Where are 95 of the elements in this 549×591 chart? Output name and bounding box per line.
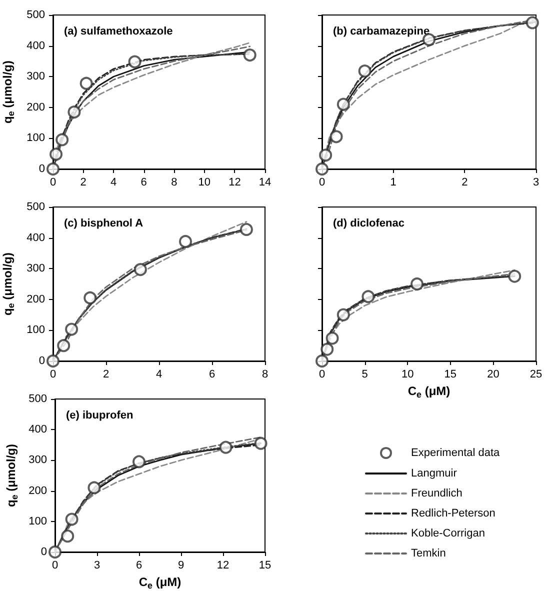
point bbox=[326, 332, 339, 345]
y-tick-label: 0 bbox=[40, 546, 47, 558]
point bbox=[84, 291, 97, 304]
point bbox=[61, 530, 74, 543]
y-tick-label: 100 bbox=[26, 324, 45, 336]
y-tick-label: 200 bbox=[28, 484, 47, 497]
x-tick-label: 6 bbox=[140, 176, 147, 188]
point bbox=[243, 48, 256, 62]
x-tick-label: 0 bbox=[50, 176, 56, 188]
point bbox=[88, 481, 101, 494]
y-tick-label: 200 bbox=[26, 101, 45, 114]
x-tick-label: 12 bbox=[228, 176, 241, 188]
point bbox=[48, 546, 62, 558]
x-tick-label: 0 bbox=[50, 368, 56, 380]
y-axis-title: qe (μmol/g) bbox=[4, 444, 20, 508]
y-tick-label: 500 bbox=[28, 393, 47, 405]
legend-label: Freundlich bbox=[411, 488, 462, 500]
point bbox=[65, 322, 78, 336]
x-tick-label: 20 bbox=[487, 368, 500, 380]
point bbox=[316, 354, 328, 368]
point bbox=[410, 278, 424, 290]
x-tick-label: 0 bbox=[52, 560, 58, 572]
y-tick-label: 400 bbox=[26, 232, 45, 244]
point bbox=[320, 342, 334, 356]
x-tick-label: 10 bbox=[198, 176, 211, 188]
y-axis-title: qe (μmol/g) bbox=[0, 60, 16, 124]
point bbox=[46, 162, 60, 176]
x-tick-label: 0 bbox=[318, 368, 326, 380]
point bbox=[330, 130, 343, 144]
point bbox=[526, 16, 539, 30]
x-tick-label: 2 bbox=[462, 176, 468, 188]
y-tick-label: 0 bbox=[38, 355, 45, 367]
point bbox=[336, 98, 350, 111]
x-tick-label: 0 bbox=[318, 176, 326, 188]
point bbox=[358, 64, 372, 78]
y-axis-title: qe (μmol/g) bbox=[0, 252, 16, 316]
x-tick-label: 4 bbox=[110, 176, 117, 188]
y-tick-label: 0 bbox=[38, 163, 45, 175]
point bbox=[65, 512, 78, 526]
x-tick-label: 6 bbox=[136, 560, 142, 572]
text: (a) sulfamethoxazole bbox=[64, 26, 173, 38]
x-tick-label: 1 bbox=[390, 176, 396, 188]
text: (c) bisphenol A bbox=[64, 218, 144, 230]
x-tick-label: 2 bbox=[80, 176, 86, 188]
point bbox=[46, 354, 60, 368]
point bbox=[254, 436, 268, 450]
point bbox=[362, 290, 375, 304]
x-tick-label: 2 bbox=[102, 368, 110, 380]
y-tick-label: 500 bbox=[26, 201, 45, 213]
x-tick-label: 6 bbox=[208, 368, 216, 380]
point bbox=[128, 55, 142, 68]
x-tick-label: 14 bbox=[258, 176, 272, 188]
y-tick-label: 300 bbox=[28, 454, 47, 466]
y-tick-label: 500 bbox=[26, 9, 45, 21]
y-tick-label: 300 bbox=[26, 70, 45, 83]
text: (e) ibuprofen bbox=[66, 410, 134, 422]
text: (d) diclofenac bbox=[333, 218, 405, 230]
point bbox=[240, 222, 253, 236]
point bbox=[219, 440, 232, 454]
legend-label: Langmuir bbox=[411, 468, 458, 480]
x-tick-label: 25 bbox=[530, 368, 542, 380]
point bbox=[50, 148, 63, 161]
x-tick-label: 15 bbox=[258, 560, 272, 572]
legend-label: Redlich-Peterson bbox=[411, 508, 496, 520]
text: (b) carbamazepine bbox=[333, 26, 430, 38]
y-tick-label: 100 bbox=[28, 515, 47, 528]
legend-label: Temkin bbox=[411, 548, 446, 560]
point bbox=[80, 76, 93, 90]
x-tick-label: 9 bbox=[178, 560, 184, 572]
x-tick-label: 4 bbox=[156, 368, 162, 380]
point bbox=[132, 455, 146, 468]
x-tick-label: 5 bbox=[362, 368, 368, 380]
x-tick-label: 8 bbox=[262, 368, 268, 380]
x-tick-label: 12 bbox=[216, 560, 230, 572]
point bbox=[57, 339, 70, 352]
legend-label: Koble-Corrigan bbox=[411, 528, 485, 540]
point bbox=[316, 162, 328, 176]
y-tick-label: 200 bbox=[26, 293, 45, 306]
y-tick-label: 400 bbox=[28, 424, 47, 436]
y-tick-label: 100 bbox=[26, 132, 45, 144]
legend-label: Experimental data bbox=[411, 447, 501, 459]
point bbox=[319, 148, 332, 162]
x-tick-label: 3 bbox=[532, 176, 540, 188]
point bbox=[508, 270, 522, 283]
y-tick-label: 300 bbox=[26, 262, 45, 275]
point bbox=[179, 235, 192, 248]
x-tick-label: 10 bbox=[401, 368, 414, 380]
point bbox=[68, 106, 81, 119]
x-tick-label: 3 bbox=[94, 560, 100, 572]
point bbox=[134, 263, 147, 276]
y-tick-label: 400 bbox=[26, 40, 45, 52]
x-tick-label: 8 bbox=[171, 176, 178, 188]
point bbox=[336, 308, 350, 322]
x-tick-label: 15 bbox=[444, 368, 457, 380]
point bbox=[56, 133, 69, 146]
